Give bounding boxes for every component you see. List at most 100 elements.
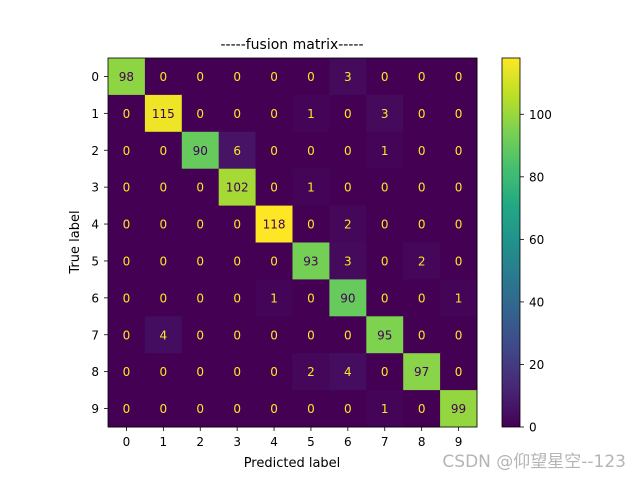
cell-value-label: 0: [418, 70, 426, 84]
heatmap-cell: [366, 131, 404, 170]
y-tick-label: 1: [91, 107, 99, 121]
heatmap-cell: [144, 58, 183, 96]
heatmap-cell: [255, 316, 293, 354]
y-tick-label: 9: [91, 402, 99, 416]
cell-value-label: 0: [233, 218, 241, 232]
heatmap-cell: [329, 131, 367, 170]
heatmap-cell: [255, 353, 293, 391]
heatmap-cell: [108, 168, 146, 207]
x-tick-label: 0: [123, 435, 131, 449]
heatmap-cell: [366, 168, 404, 207]
cell-value-label: 0: [307, 70, 315, 84]
cell-value-label: 0: [270, 254, 278, 268]
y-tick-label: 6: [91, 291, 99, 305]
cell-value-label: 2: [344, 218, 352, 232]
x-tick-label: 6: [344, 435, 352, 449]
cell-value-label: 0: [196, 328, 204, 342]
cell-value-label: 0: [455, 107, 463, 121]
heatmap-cell: [292, 242, 330, 280]
heatmap-cell: [292, 353, 330, 391]
cell-value-label: 0: [307, 402, 315, 416]
cell-value-label: 97: [414, 365, 429, 379]
cell-value-label: 1: [270, 291, 278, 305]
heatmap-cell: [440, 316, 478, 354]
heatmap-cell: [329, 390, 367, 428]
cell-value-label: 0: [233, 365, 241, 379]
heatmap-cell: [144, 390, 183, 428]
heatmap-cell: [329, 353, 367, 391]
cell-value-label: 1: [381, 144, 389, 158]
heatmap-cell: [440, 279, 478, 317]
heatmap-cell: [255, 94, 293, 133]
heatmap-cell: [440, 390, 478, 428]
x-tick-label: 9: [455, 435, 463, 449]
y-tick-label: 5: [91, 254, 99, 268]
cell-value-label: 0: [123, 144, 131, 158]
cell-value-label: 0: [381, 365, 389, 379]
heatmap-cell: [144, 205, 183, 243]
cell-value-label: 0: [196, 218, 204, 232]
heatmap-cell: [108, 94, 146, 133]
cell-value-label: 0: [123, 402, 131, 416]
heatmap-cell: [292, 168, 330, 207]
heatmap-cell: [366, 94, 404, 133]
heatmap-cell: [403, 131, 441, 170]
colorbar: 0 20 40 60 80 100: [501, 57, 552, 435]
x-tick-label: 2: [196, 435, 204, 449]
y-tick-label: 3: [91, 181, 99, 195]
cell-value-label: 0: [196, 70, 204, 84]
cell-value-label: 0: [418, 107, 426, 121]
cell-value-label: 0: [233, 328, 241, 342]
heatmap-cell: [181, 131, 220, 170]
cell-value-label: 0: [160, 291, 168, 305]
cell-value-label: 0: [418, 291, 426, 305]
heatmap-cell: [366, 390, 404, 428]
cell-value-label: 0: [307, 291, 315, 305]
heatmap-cell: [108, 242, 146, 280]
cell-value-label: 0: [160, 144, 168, 158]
cell-value-label: 3: [344, 70, 352, 84]
heatmap-cell: [366, 353, 404, 391]
heatmap-cell: [329, 168, 367, 207]
heatmap-cell: [181, 58, 220, 96]
heatmap-cell: [181, 390, 220, 428]
heatmap-cell: [181, 316, 220, 354]
heatmap-cell: [403, 279, 441, 317]
cell-value-label: 102: [226, 181, 249, 195]
colorbar-tick-label: 80: [529, 170, 544, 184]
cell-value-label: 0: [307, 218, 315, 232]
cell-value-label: 3: [381, 107, 389, 121]
heatmap-cell: [181, 205, 220, 243]
cell-value-label: 0: [160, 70, 168, 84]
heatmap-cell: [366, 58, 404, 96]
heatmap-cell: [366, 242, 404, 280]
cell-value-label: 0: [270, 328, 278, 342]
cell-value-label: 0: [455, 144, 463, 158]
cell-value-label: 1: [307, 181, 315, 195]
heatmap-cell: [440, 242, 478, 280]
colorbar-tick-label: 100: [529, 108, 552, 122]
heatmap-cell: [181, 168, 220, 207]
heatmap-cell: [218, 131, 257, 170]
cell-value-label: 0: [196, 107, 204, 121]
cell-value-label: 98: [119, 70, 134, 84]
y-tick-label: 7: [91, 328, 99, 342]
heatmap-cell: [108, 279, 146, 317]
cell-value-label: 0: [270, 402, 278, 416]
heatmap-cell: [329, 279, 367, 317]
heatmap-cell: [292, 131, 330, 170]
cell-value-label: 0: [381, 70, 389, 84]
heatmap-cell: [440, 205, 478, 243]
cell-value-label: 0: [307, 328, 315, 342]
heatmap-cell: [440, 168, 478, 207]
cell-value-label: 3: [344, 254, 352, 268]
cell-labels: 98 0 0 0 0 0 3 0 0 00 115 0 0 0 1 0 3 0 00 0 90 6 0 0 0 1 0 00 0 0 102…: [119, 70, 466, 416]
heatmap-cell: [108, 58, 146, 96]
heatmap-cell: [218, 168, 257, 207]
cell-value-label: 0: [123, 291, 131, 305]
cell-value-label: 0: [344, 402, 352, 416]
heatmap-cell: [108, 205, 146, 243]
x-tick-label: 8: [418, 435, 426, 449]
cell-value-label: 1: [455, 291, 463, 305]
